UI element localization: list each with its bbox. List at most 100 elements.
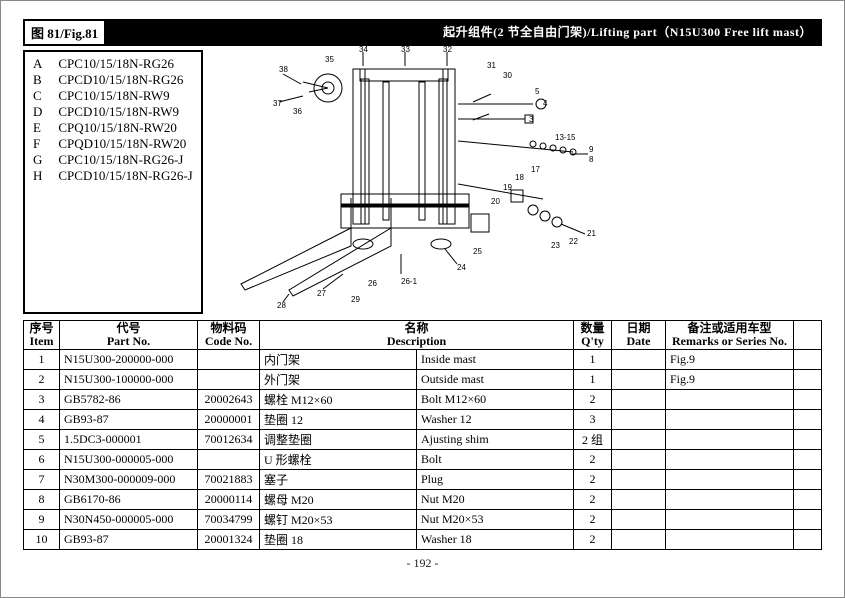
blank-cell: [794, 510, 822, 530]
code-cell: [198, 450, 260, 470]
svg-text:36: 36: [293, 107, 302, 116]
part-cell: N15U300-200000-000: [60, 350, 198, 370]
blank-cell: [794, 450, 822, 470]
model-key: B: [25, 72, 50, 88]
table-row: 1N15U300-200000-000内门架Inside mast1Fig.9: [24, 350, 822, 370]
date-cell: [612, 350, 666, 370]
model-row: DCPCD10/15/18N-RW9: [25, 104, 201, 120]
model-key: D: [25, 104, 50, 120]
svg-text:9: 9: [589, 145, 594, 154]
model-key: C: [25, 88, 50, 104]
part-cell: GB5782-86: [60, 390, 198, 410]
svg-text:26-1: 26-1: [401, 277, 418, 286]
svg-text:13-15: 13-15: [555, 133, 576, 142]
code-cell: 20001324: [198, 530, 260, 550]
svg-text:21: 21: [587, 229, 596, 238]
desc-en-cell: Inside mast: [417, 350, 574, 370]
svg-text:20: 20: [491, 197, 500, 206]
table-row: 7N30M300-000009-00070021883塞子Plug2: [24, 470, 822, 490]
table-row: 8GB6170-8620000114螺母 M20Nut M202: [24, 490, 822, 510]
table-row: 10GB93-8720001324垫圈 18Washer 182: [24, 530, 822, 550]
forklift-diagram: 383736 35343332 3130 543 9813-15 212223 …: [233, 44, 753, 314]
model-value: CPCD10/15/18N-RW9: [50, 104, 200, 120]
model-row: BCPCD10/15/18N-RG26: [25, 72, 201, 88]
blank-cell: [794, 350, 822, 370]
svg-text:25: 25: [473, 247, 482, 256]
item-cell: 4: [24, 410, 60, 430]
table-row: 51.5DC3-00000170012634调整垫圈Ajusting shim2…: [24, 430, 822, 450]
desc-cn-cell: 内门架: [260, 350, 417, 370]
blank-cell: [794, 390, 822, 410]
date-cell: [612, 470, 666, 490]
qty-cell: 1: [574, 370, 612, 390]
svg-text:33: 33: [401, 45, 410, 54]
blank-cell: [794, 370, 822, 390]
desc-en-cell: Outside mast: [417, 370, 574, 390]
desc-cn-cell: 螺栓 M12×60: [260, 390, 417, 410]
desc-cn-cell: 垫圈 12: [260, 410, 417, 430]
svg-text:37: 37: [273, 99, 282, 108]
desc-en-cell: Nut M20: [417, 490, 574, 510]
svg-text:24: 24: [457, 263, 466, 272]
blank-cell: [794, 470, 822, 490]
desc-cn-cell: U 形螺栓: [260, 450, 417, 470]
svg-text:34: 34: [359, 45, 368, 54]
qty-cell: 2: [574, 490, 612, 510]
date-cell: [612, 430, 666, 450]
remarks-cell: [666, 450, 794, 470]
qty-cell: 2: [574, 450, 612, 470]
remarks-cell: Fig.9: [666, 350, 794, 370]
header-bar: 图 81/Fig.81 起升组件(2 节全自由门架)/Lifting part（…: [23, 19, 822, 46]
remarks-cell: [666, 470, 794, 490]
date-cell: [612, 530, 666, 550]
model-value: CPC10/15/18N-RG26: [50, 56, 200, 72]
item-cell: 7: [24, 470, 60, 490]
part-cell: GB93-87: [60, 530, 198, 550]
table-row: 3GB5782-8620002643螺栓 M12×60Bolt M12×602: [24, 390, 822, 410]
model-key: F: [25, 136, 50, 152]
model-row: ACPC10/15/18N-RG26: [25, 56, 201, 72]
model-value: CPQD10/15/18N-RW20: [50, 136, 200, 152]
qty-cell: 2: [574, 390, 612, 410]
date-cell: [612, 410, 666, 430]
desc-cn-cell: 垫圈 18: [260, 530, 417, 550]
svg-text:26: 26: [368, 279, 377, 288]
svg-text:28: 28: [277, 301, 286, 310]
item-cell: 9: [24, 510, 60, 530]
item-cell: 2: [24, 370, 60, 390]
remarks-cell: Fig.9: [666, 370, 794, 390]
code-cell: 20000001: [198, 410, 260, 430]
svg-text:5: 5: [535, 87, 540, 96]
svg-text:31: 31: [487, 61, 496, 70]
qty-cell: 1: [574, 350, 612, 370]
model-row: GCPC10/15/18N-RG26-J: [25, 152, 201, 168]
part-cell: GB93-87: [60, 410, 198, 430]
qty-cell: 2: [574, 510, 612, 530]
model-value: CPCD10/15/18N-RG26-J: [50, 168, 200, 184]
code-cell: 70012634: [198, 430, 260, 450]
qty-cell: 3: [574, 410, 612, 430]
svg-text:29: 29: [351, 295, 360, 304]
model-value: CPCD10/15/18N-RG26: [50, 72, 200, 88]
page-number: - 192 -: [23, 556, 822, 571]
part-cell: GB6170-86: [60, 490, 198, 510]
blank-cell: [794, 490, 822, 510]
part-cell: N15U300-100000-000: [60, 370, 198, 390]
svg-text:3: 3: [529, 115, 534, 124]
svg-text:38: 38: [279, 65, 288, 74]
date-cell: [612, 510, 666, 530]
qty-cell: 2: [574, 530, 612, 550]
table-row: 4GB93-8720000001垫圈 12Washer 123: [24, 410, 822, 430]
desc-cn-cell: 螺母 M20: [260, 490, 417, 510]
mid-row: ACPC10/15/18N-RG26BCPCD10/15/18N-RG26CCP…: [23, 50, 822, 314]
svg-text:17: 17: [531, 165, 540, 174]
part-cell: 1.5DC3-000001: [60, 430, 198, 450]
desc-en-cell: Bolt: [417, 450, 574, 470]
svg-text:18: 18: [515, 173, 524, 182]
table-row: 6N15U300-000005-000U 形螺栓Bolt2: [24, 450, 822, 470]
remarks-cell: [666, 490, 794, 510]
figure-title: 起升组件(2 节全自由门架)/Lifting part（N15U300 Free…: [106, 21, 820, 44]
table-row: 2N15U300-100000-000外门架Outside mast1Fig.9: [24, 370, 822, 390]
item-cell: 5: [24, 430, 60, 450]
desc-cn-cell: 螺钉 M20×53: [260, 510, 417, 530]
